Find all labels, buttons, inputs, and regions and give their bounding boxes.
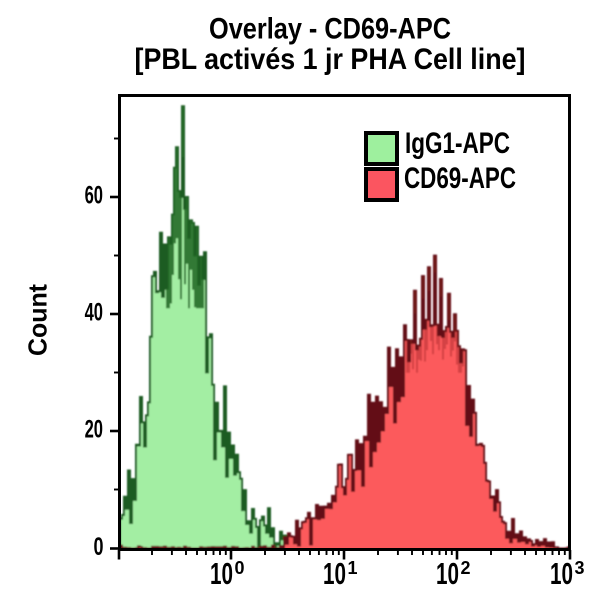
svg-text:Overlay - CD69-APC: Overlay - CD69-APC [209, 13, 451, 46]
svg-text:1: 1 [348, 558, 358, 578]
svg-text:0: 0 [235, 558, 245, 578]
svg-text:60: 60 [85, 182, 103, 210]
svg-text:10: 10 [323, 557, 346, 591]
svg-text:40: 40 [85, 299, 103, 327]
svg-text:[PBL activés 1 jr PHA Cell lin: [PBL activés 1 jr PHA Cell line] [135, 43, 526, 76]
svg-text:2: 2 [461, 558, 471, 578]
svg-text:10: 10 [210, 557, 233, 591]
svg-text:IgG1-APC: IgG1-APC [405, 127, 510, 160]
svg-text:Count: Count [23, 284, 53, 356]
svg-text:CD69-APC: CD69-APC [404, 162, 516, 195]
svg-text:10: 10 [436, 557, 459, 591]
svg-text:20: 20 [85, 416, 103, 444]
svg-text:10: 10 [550, 557, 573, 591]
svg-text:0: 0 [94, 533, 104, 561]
svg-text:3: 3 [575, 558, 585, 578]
